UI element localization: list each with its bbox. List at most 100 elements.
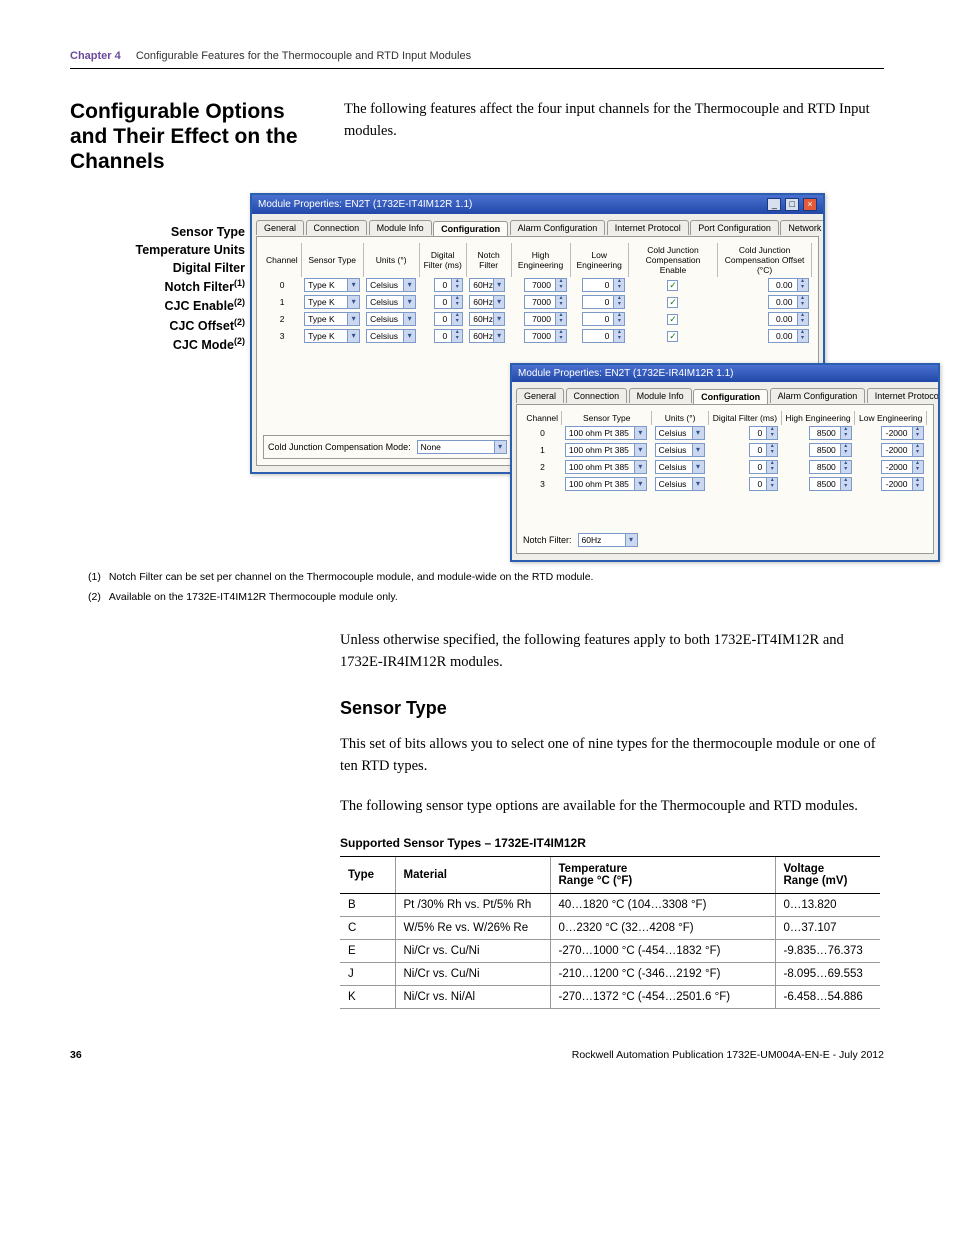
spinner[interactable]: 7000▴▾ [524,278,567,292]
tab-module-info[interactable]: Module Info [369,220,432,235]
dropdown[interactable]: Type K▾ [304,278,360,292]
col-sensor-type: Sensor Type [301,243,363,277]
spinner[interactable]: 7000▴▾ [524,312,567,326]
spinner[interactable]: 8500▴▾ [809,426,852,440]
dropdown[interactable]: Type K▾ [304,329,360,343]
spinner[interactable]: -2000▴▾ [881,460,924,474]
spinner[interactable]: -2000▴▾ [881,426,924,440]
spinner[interactable]: -2000▴▾ [881,443,924,457]
sensor-types-table: Type Material Temperature Range °C (°F) … [340,856,880,1009]
down-icon: ▾ [797,336,808,342]
body-para-2: This set of bits allows you to select on… [340,733,884,778]
spinner[interactable]: 0▴▾ [749,477,778,491]
publication-info: Rockwell Automation Publication 1732E-UM… [572,1049,884,1061]
dropdown[interactable]: 60Hz▾ [469,329,505,343]
down-icon: ▾ [451,285,462,291]
cjc-mode-dropdown[interactable]: None▾ [417,440,507,454]
dropdown[interactable]: Celsius▾ [655,426,705,440]
chevron-down-icon: ▾ [347,313,359,325]
spinner[interactable]: 0▴▾ [582,312,625,326]
spinner[interactable]: 0▴▾ [434,329,463,343]
tab-connection-2[interactable]: Connection [566,388,628,403]
label-cjc-enable: CJC Enable(2) [70,296,245,315]
spinner[interactable]: 0.00▴▾ [768,329,809,343]
spinner[interactable]: 0▴▾ [582,329,625,343]
dropdown[interactable]: Type K▾ [304,312,360,326]
spinner[interactable]: 0▴▾ [749,460,778,474]
dropdown[interactable]: Celsius▾ [366,312,416,326]
dropdown[interactable]: 100 ohm Pt 385▾ [565,426,647,440]
sensor-row: C W/5% Re vs. W/26% Re 0…2320 °C (32…420… [340,916,880,939]
checkbox[interactable]: ✓ [667,280,678,291]
col-digital-filter-2: Digital Filter (ms) [709,411,782,425]
spinner[interactable]: 0▴▾ [749,443,778,457]
tab-module-info-2[interactable]: Module Info [629,388,692,403]
chevron-down-icon: ▾ [493,313,504,325]
spinner[interactable]: 7000▴▾ [524,329,567,343]
minimize-icon[interactable]: _ [767,198,781,211]
spinner[interactable]: 0▴▾ [582,278,625,292]
dropdown[interactable]: Celsius▾ [366,329,416,343]
spinner[interactable]: 0▴▾ [582,295,625,309]
tab-alarm-config-2[interactable]: Alarm Configuration [770,388,866,403]
chevron-down-icon: ▾ [493,279,504,291]
th-type: Type [340,856,395,893]
spinner[interactable]: 0▴▾ [434,295,463,309]
tab-configuration[interactable]: Configuration [433,221,508,236]
dropdown[interactable]: 100 ohm Pt 385▾ [565,477,647,491]
checkbox[interactable]: ✓ [667,314,678,325]
dropdown[interactable]: Celsius▾ [366,278,416,292]
dropdown[interactable]: 100 ohm Pt 385▾ [565,443,647,457]
subheading-sensor-type: Sensor Type [340,698,884,719]
maximize-icon[interactable]: □ [785,198,799,211]
tab-port-config[interactable]: Port Configuration [690,220,779,235]
tab-connection[interactable]: Connection [306,220,368,235]
cell-material: Ni/Cr vs. Cu/Ni [395,939,550,962]
spinner[interactable]: 0.00▴▾ [768,278,809,292]
spinner[interactable]: 0▴▾ [434,312,463,326]
dropdown[interactable]: Celsius▾ [366,295,416,309]
spinner[interactable]: 8500▴▾ [809,443,852,457]
tab-general[interactable]: General [256,220,304,235]
dropdown[interactable]: 60Hz▾ [469,312,505,326]
tab-internet-protocol[interactable]: Internet Protocol [607,220,689,235]
down-icon: ▾ [766,467,777,473]
body-para-3: The following sensor type options are av… [340,795,884,817]
spinner[interactable]: 8500▴▾ [809,477,852,491]
down-icon: ▾ [840,467,851,473]
tab-alarm-config[interactable]: Alarm Configuration [510,220,606,235]
dropdown[interactable]: Celsius▾ [655,443,705,457]
down-icon: ▾ [555,285,566,291]
spinner[interactable]: 8500▴▾ [809,460,852,474]
spinner[interactable]: -2000▴▾ [881,477,924,491]
spinner[interactable]: 7000▴▾ [524,295,567,309]
footnote-2: (2)Available on the 1732E-IT4IM12R Therm… [88,591,884,603]
spinner[interactable]: 0.00▴▾ [768,312,809,326]
spinner[interactable]: 0▴▾ [749,426,778,440]
spinner[interactable]: 0▴▾ [434,278,463,292]
notch-filter-row: Notch Filter: 60Hz▾ [523,533,927,547]
dropdown[interactable]: Celsius▾ [655,477,705,491]
tab-network[interactable]: Network [780,220,823,235]
dropdown[interactable]: 60Hz▾ [469,278,505,292]
checkbox[interactable]: ✓ [667,297,678,308]
notch-filter-dropdown[interactable]: 60Hz▾ [578,533,638,547]
dropdown[interactable]: 100 ohm Pt 385▾ [565,460,647,474]
dropdown[interactable]: Celsius▾ [655,460,705,474]
tab-configuration-2[interactable]: Configuration [693,389,768,404]
spinner[interactable]: 0.00▴▾ [768,295,809,309]
chevron-down-icon: ▾ [692,427,704,439]
chevron-down-icon: ▾ [403,313,415,325]
chevron-down-icon: ▾ [403,296,415,308]
tab-general-2[interactable]: General [516,388,564,403]
th-material: Material [395,856,550,893]
close-icon[interactable]: × [803,198,817,211]
dropdown[interactable]: Type K▾ [304,295,360,309]
dropdown[interactable]: 60Hz▾ [469,295,505,309]
checkbox[interactable]: ✓ [667,331,678,342]
down-icon: ▾ [797,285,808,291]
cell-material: Ni/Cr vs. Cu/Ni [395,962,550,985]
tab-internet-protocol-2[interactable]: Internet Protocol [867,388,938,403]
dialog1-config-table: Channel Sensor Type Units (°) Digital Fi… [263,243,812,345]
label-cjc-offset: CJC Offset(2) [70,316,245,335]
